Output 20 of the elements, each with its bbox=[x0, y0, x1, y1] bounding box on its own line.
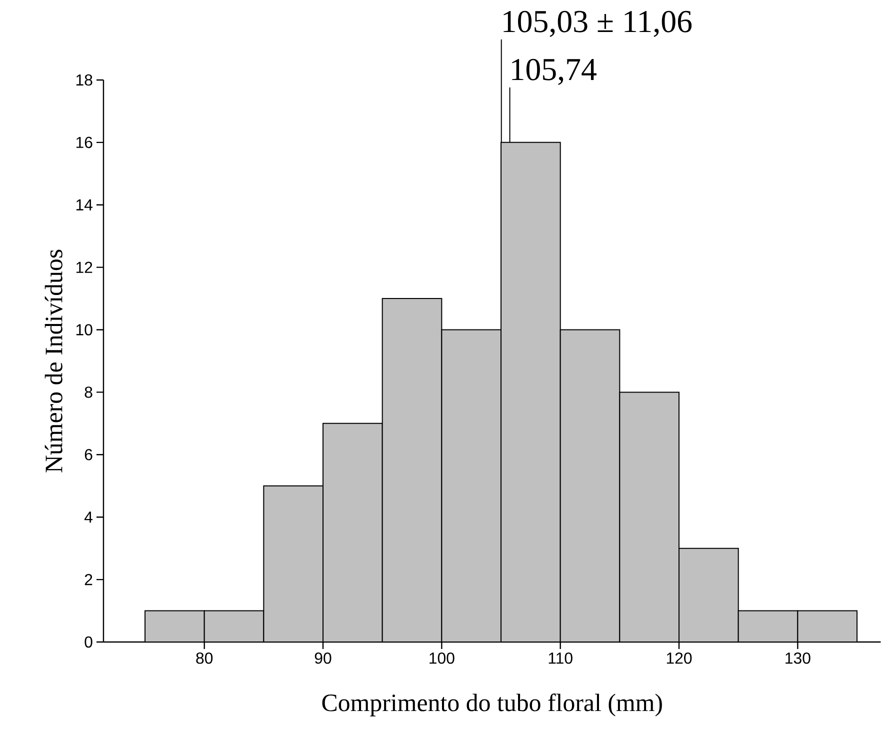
y-tick-label: 16 bbox=[76, 136, 92, 148]
x-tick-label: 120 bbox=[666, 652, 692, 664]
y-tick-label: 6 bbox=[84, 449, 92, 460]
y-axis-title: Número de Indivíduos bbox=[44, 250, 62, 472]
x-tick-label: 130 bbox=[786, 652, 810, 664]
x-tick-label: 110 bbox=[548, 652, 572, 664]
annotation: 105,74 bbox=[512, 58, 596, 85]
x-tick-label: 90 bbox=[314, 652, 332, 664]
x-axis-title: Comprimento do tubo floral (mm) bbox=[322, 694, 662, 716]
x-tick-label: 80 bbox=[196, 652, 213, 664]
y-tick-label: 18 bbox=[76, 74, 92, 86]
x-tick-label: 100 bbox=[430, 652, 454, 664]
y-tick-label: 14 bbox=[76, 199, 92, 210]
y-tick-label: 12 bbox=[76, 262, 92, 273]
annotation: 105,03 ± 11,06 bbox=[504, 10, 692, 37]
y-tick-label: 8 bbox=[84, 386, 92, 398]
y-tick-label: 10 bbox=[76, 324, 92, 336]
y-tick-label: 0 bbox=[84, 636, 92, 648]
y-tick-label: 4 bbox=[84, 512, 92, 523]
y-tick-label: 2 bbox=[84, 574, 92, 586]
